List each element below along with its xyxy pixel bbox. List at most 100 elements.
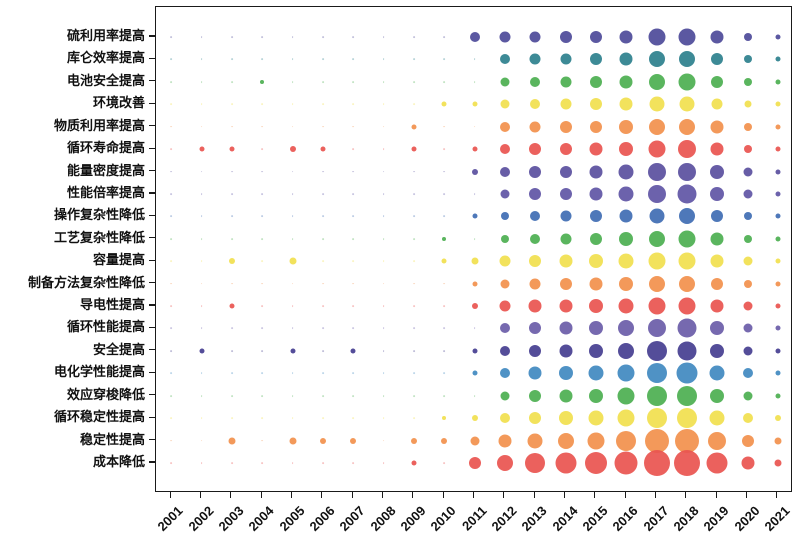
bubble bbox=[619, 75, 633, 89]
bubble bbox=[559, 187, 572, 200]
bubble bbox=[589, 210, 602, 223]
bubble bbox=[170, 193, 173, 195]
bubble bbox=[230, 372, 233, 375]
bubble bbox=[530, 211, 541, 222]
y-axis-label: 物质利用率提高 bbox=[53, 117, 145, 133]
bubble bbox=[170, 462, 173, 464]
bubble bbox=[775, 79, 781, 85]
bubble bbox=[618, 298, 634, 314]
bubble bbox=[471, 257, 478, 265]
bubble bbox=[742, 413, 753, 424]
bubble bbox=[200, 170, 203, 173]
bubble bbox=[443, 462, 446, 464]
bubble bbox=[170, 439, 173, 442]
bubble bbox=[412, 103, 415, 106]
y-axis-tick bbox=[149, 282, 155, 284]
bubble bbox=[743, 33, 752, 41]
bubble bbox=[588, 388, 603, 403]
bubble bbox=[648, 230, 665, 247]
bubble bbox=[710, 388, 725, 403]
bubble bbox=[529, 278, 541, 290]
bubble bbox=[200, 103, 203, 106]
bubble bbox=[261, 103, 264, 106]
bubble bbox=[261, 260, 264, 263]
bubble bbox=[229, 303, 235, 309]
bubble bbox=[471, 168, 478, 175]
bubble bbox=[499, 54, 510, 65]
y-axis-tick bbox=[149, 125, 155, 127]
bubble bbox=[228, 258, 235, 265]
bubble bbox=[229, 146, 235, 152]
bubble bbox=[678, 118, 695, 135]
bubble bbox=[290, 348, 295, 354]
bubble bbox=[291, 462, 294, 464]
bubble bbox=[710, 142, 724, 156]
bubble bbox=[352, 372, 355, 375]
bubble bbox=[352, 215, 355, 218]
bubble bbox=[291, 394, 294, 397]
y-axis-tick bbox=[149, 35, 155, 37]
bubble bbox=[648, 118, 665, 135]
bubble bbox=[291, 36, 294, 38]
y-axis-tick bbox=[149, 371, 155, 373]
bubble bbox=[709, 365, 725, 381]
bubble bbox=[200, 125, 203, 128]
bubble bbox=[473, 193, 476, 195]
bubble bbox=[589, 142, 603, 156]
y-axis-label: 循环寿命提高 bbox=[66, 140, 145, 156]
bubble bbox=[472, 101, 477, 107]
bubble bbox=[412, 170, 415, 173]
y-axis-tick bbox=[149, 237, 155, 239]
bubble bbox=[643, 450, 670, 476]
bubble bbox=[646, 363, 667, 384]
bubble bbox=[228, 437, 236, 445]
bubble bbox=[529, 255, 542, 268]
bubble bbox=[775, 325, 781, 331]
bubble bbox=[412, 80, 415, 83]
bubble bbox=[170, 372, 173, 375]
bubble bbox=[200, 193, 203, 195]
bubble bbox=[261, 305, 264, 307]
bubble bbox=[319, 437, 326, 444]
x-axis-label: 2006 bbox=[306, 503, 338, 535]
bubble bbox=[744, 100, 751, 108]
bubble bbox=[743, 189, 752, 199]
bubble bbox=[560, 53, 571, 65]
bubble bbox=[261, 58, 264, 61]
bubble bbox=[170, 237, 173, 240]
x-axis-label: 2007 bbox=[336, 503, 368, 535]
bubble bbox=[352, 170, 355, 173]
bubble bbox=[321, 125, 324, 128]
bubble bbox=[618, 253, 634, 269]
bubble bbox=[588, 299, 603, 314]
bubble bbox=[443, 305, 446, 307]
bubble bbox=[230, 125, 233, 128]
x-axis-tick bbox=[503, 492, 505, 498]
bubble bbox=[710, 164, 725, 179]
bubble bbox=[743, 77, 752, 86]
bubble bbox=[200, 58, 203, 61]
bubble bbox=[710, 343, 725, 358]
bubble bbox=[648, 252, 665, 270]
bubble bbox=[412, 36, 415, 38]
bubble bbox=[441, 101, 447, 107]
bubble bbox=[774, 459, 782, 467]
bubble bbox=[676, 385, 697, 406]
bubble bbox=[708, 431, 727, 450]
bubble bbox=[352, 58, 355, 61]
bubble bbox=[200, 372, 203, 375]
bubble bbox=[291, 170, 294, 173]
bubble bbox=[775, 101, 781, 107]
bubble bbox=[230, 215, 233, 218]
bubble bbox=[261, 170, 264, 173]
bubble bbox=[443, 36, 446, 38]
bubble bbox=[443, 349, 446, 352]
bubble bbox=[530, 99, 541, 110]
bubble bbox=[230, 36, 233, 38]
bubble bbox=[170, 148, 173, 150]
bubble bbox=[291, 305, 294, 307]
bubble bbox=[743, 234, 752, 243]
bubble bbox=[775, 146, 781, 152]
bubble bbox=[411, 460, 417, 466]
bubble bbox=[382, 80, 385, 83]
